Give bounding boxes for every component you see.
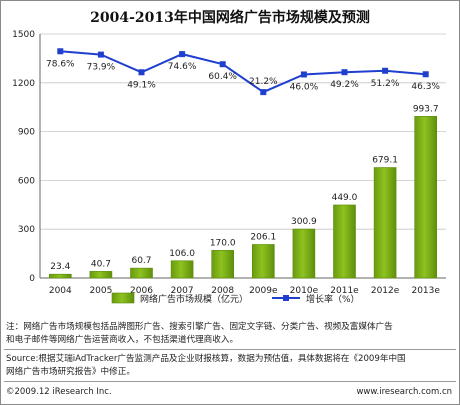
bar <box>373 167 397 279</box>
website-url: www.iresearch.com.cn <box>356 387 452 397</box>
bar-value-label: 23.4 <box>50 262 70 272</box>
divider <box>4 349 456 350</box>
growth-rate-marker <box>57 48 64 55</box>
growth-rate-label: 73.9% <box>87 63 116 73</box>
bar <box>170 260 194 279</box>
y-tick-label: 1500 <box>12 30 35 40</box>
x-tick-label: 2006 <box>130 286 153 296</box>
x-tick-label: 2005 <box>89 286 112 296</box>
y-tick-label: 1200 <box>12 79 35 89</box>
chart-plot: 0 300 600 900 1200 1500 23.4 2004 40.7 2005 60.7 20… <box>12 30 446 305</box>
growth-rate-label: 21.2% <box>249 77 278 87</box>
bar-value-label: 40.7 <box>91 259 111 269</box>
growth-rate-marker <box>300 71 307 78</box>
x-tick-label: 2009e <box>249 286 278 296</box>
growth-rate-label: 51.2% <box>371 79 400 89</box>
source-line-1: Source:根据艾瑞iAdTracker广告监测产品及企业财报核算，数据为预估… <box>6 354 406 364</box>
x-tick-label: 2007 <box>171 286 194 296</box>
bar <box>292 228 316 279</box>
growth-rate-marker <box>382 67 389 74</box>
growth-rate-label: 60.4% <box>208 72 237 82</box>
growth-rate-marker <box>97 51 104 58</box>
bar <box>252 244 275 279</box>
bar <box>414 116 438 279</box>
bar-value-label: 170.0 <box>210 238 236 248</box>
y-tick-label: 300 <box>18 225 35 235</box>
y-tick-label: 900 <box>18 128 35 138</box>
growth-rate-label: 74.6% <box>168 62 197 72</box>
y-tick-label: 0 <box>29 274 35 284</box>
bar <box>89 271 113 279</box>
bar-value-label: 60.7 <box>131 256 151 266</box>
growth-rate-marker <box>179 51 186 58</box>
growth-rate-label: 78.6% <box>46 59 75 69</box>
footnote-line-1: 注：网络广告市场规模包括品牌图形广告、搜索引擎广告、固定文字链、分类广告、视频及… <box>6 322 393 332</box>
legend-bar-swatch <box>111 292 135 304</box>
bar-value-label: 106.0 <box>169 249 195 259</box>
legend-line-label: 增长率（%） <box>306 293 360 305</box>
legend-line-marker <box>283 295 289 301</box>
growth-rate-marker <box>138 69 145 76</box>
copyright-text: ©2009.12 iResearch Inc. <box>6 387 112 397</box>
x-tick-label: 2004 <box>49 286 72 296</box>
y-tick-label: 600 <box>18 176 35 186</box>
x-tick-label: 2013e <box>411 286 440 296</box>
bar <box>48 273 72 279</box>
growth-rate-label: 46.0% <box>290 82 319 92</box>
bar-value-label: 993.7 <box>413 104 439 114</box>
bar-value-label: 300.9 <box>291 217 317 227</box>
chart-title: 2004-2013年中国网络广告市场规模及预测 <box>90 10 370 26</box>
growth-rate-label: 49.1% <box>127 80 156 90</box>
source-line-2: 网络广告市场研究报告》中修正。 <box>6 367 135 377</box>
growth-rate-line <box>60 50 426 94</box>
x-tick-label: 2011e <box>330 286 359 296</box>
footnote-line-2: 和电子邮件等网络广告运营商收入，不包括渠道代理商收入。 <box>6 335 239 345</box>
growth-rate-marker <box>341 69 348 76</box>
bar <box>333 204 356 279</box>
bar <box>211 250 234 279</box>
growth-rate-marker <box>219 61 226 68</box>
x-tick-label: 2012e <box>371 286 400 296</box>
bar-value-label: 449.0 <box>332 193 358 203</box>
bar-value-label: 206.1 <box>250 232 276 242</box>
bar-value-label: 679.1 <box>372 156 398 166</box>
growth-rate-label: 46.3% <box>411 82 440 92</box>
x-tick-label: 2010e <box>290 286 319 296</box>
legend-bar-label: 网络广告市场规模（亿元） <box>140 293 248 305</box>
growth-rate-marker <box>260 89 267 96</box>
bar <box>130 267 153 279</box>
divider <box>4 381 456 382</box>
growth-rate-marker <box>422 71 429 78</box>
growth-rate-label: 49.2% <box>330 80 359 90</box>
x-tick-label: 2008 <box>211 286 234 296</box>
